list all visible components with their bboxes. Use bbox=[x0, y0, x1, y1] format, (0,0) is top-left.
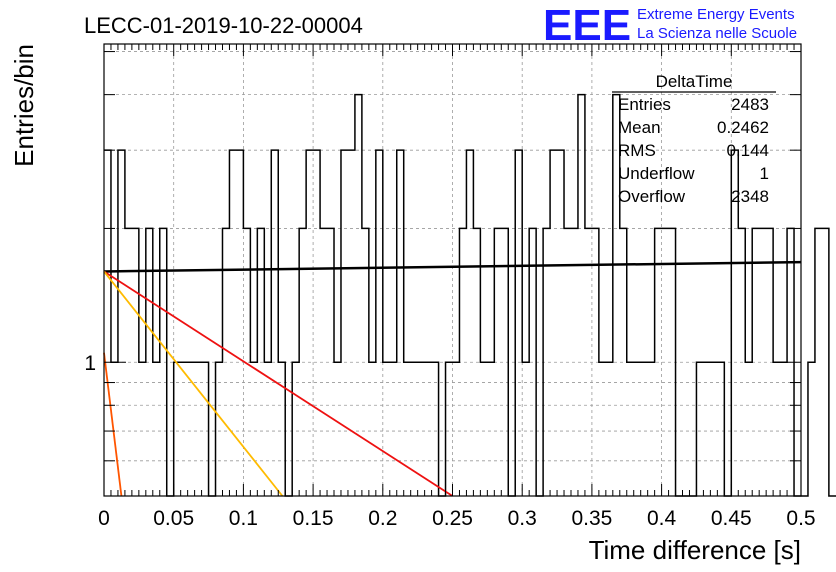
fit-line bbox=[103, 352, 123, 497]
x-tick-label: 0.1 bbox=[229, 507, 258, 530]
x-tick-label: 0.25 bbox=[432, 507, 473, 530]
stats-value-rms: 0.144 bbox=[726, 141, 769, 160]
histogram-steps bbox=[104, 93, 836, 497]
fit-line bbox=[103, 270, 453, 497]
eee-logo: EEE bbox=[543, 1, 631, 50]
y-tick-label: 1 bbox=[84, 352, 96, 375]
axis-ticks: 0 0.05 0.1 0.15 0.2 0.25 0.3 0.35 0.4 0.45 0.5 1 bbox=[84, 44, 816, 530]
x-tick-label: 0.15 bbox=[293, 507, 334, 530]
fit-line bbox=[103, 270, 284, 497]
eee-subtitle-line2: La Scienza nelle Scuole bbox=[637, 25, 797, 42]
stats-label-mean: Mean bbox=[618, 118, 661, 137]
histogram bbox=[104, 93, 836, 497]
x-tick-label: 0.05 bbox=[153, 507, 194, 530]
x-tick-label: 0.45 bbox=[711, 507, 752, 530]
stats-label-entries: Entries bbox=[618, 95, 671, 114]
stats-label-overflow: Overflow bbox=[618, 187, 686, 206]
stats-label-rms: RMS bbox=[618, 141, 656, 160]
fit-line bbox=[103, 260, 802, 273]
x-tick-label: 0.4 bbox=[647, 507, 677, 530]
stats-value-overflow: 2348 bbox=[731, 187, 769, 206]
stats-value-entries: 2483 bbox=[731, 95, 769, 114]
x-tick-label: 0.5 bbox=[786, 507, 815, 530]
x-tick-label: 0.2 bbox=[368, 507, 397, 530]
x-tick-label: 0 bbox=[98, 507, 110, 530]
y-axis-label: Entries/bin bbox=[9, 44, 39, 167]
x-axis-label: Time difference [s] bbox=[589, 535, 801, 565]
run-title: LECC-01-2019-10-22-00004 bbox=[84, 13, 363, 38]
stats-label-underflow: Underflow bbox=[618, 164, 695, 183]
stats-value-mean: 0.2462 bbox=[717, 118, 769, 137]
x-tick-label: 0.3 bbox=[508, 507, 537, 530]
stats-value-underflow: 1 bbox=[760, 164, 769, 183]
x-tick-label: 0.35 bbox=[571, 507, 612, 530]
stats-box: DeltaTime Entries 2483 Mean 0.2462 RMS 0… bbox=[612, 72, 776, 206]
stats-title: DeltaTime bbox=[656, 72, 733, 91]
fit-lines bbox=[103, 260, 802, 497]
eee-subtitle-line1: Extreme Energy Events bbox=[637, 6, 795, 23]
